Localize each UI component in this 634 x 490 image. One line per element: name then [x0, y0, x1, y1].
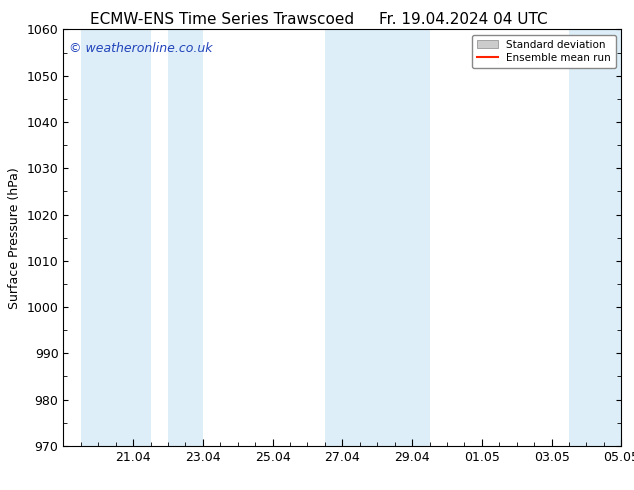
Bar: [81, 29, 150, 446]
Bar: [325, 29, 429, 446]
Text: ECMW-ENS Time Series Trawscoed: ECMW-ENS Time Series Trawscoed: [90, 12, 354, 27]
Y-axis label: Surface Pressure (hPa): Surface Pressure (hPa): [8, 167, 21, 309]
Bar: [168, 29, 203, 446]
Text: Fr. 19.04.2024 04 UTC: Fr. 19.04.2024 04 UTC: [378, 12, 547, 27]
Bar: [569, 29, 621, 446]
Text: © weatheronline.co.uk: © weatheronline.co.uk: [69, 42, 212, 55]
Legend: Standard deviation, Ensemble mean run: Standard deviation, Ensemble mean run: [472, 35, 616, 68]
